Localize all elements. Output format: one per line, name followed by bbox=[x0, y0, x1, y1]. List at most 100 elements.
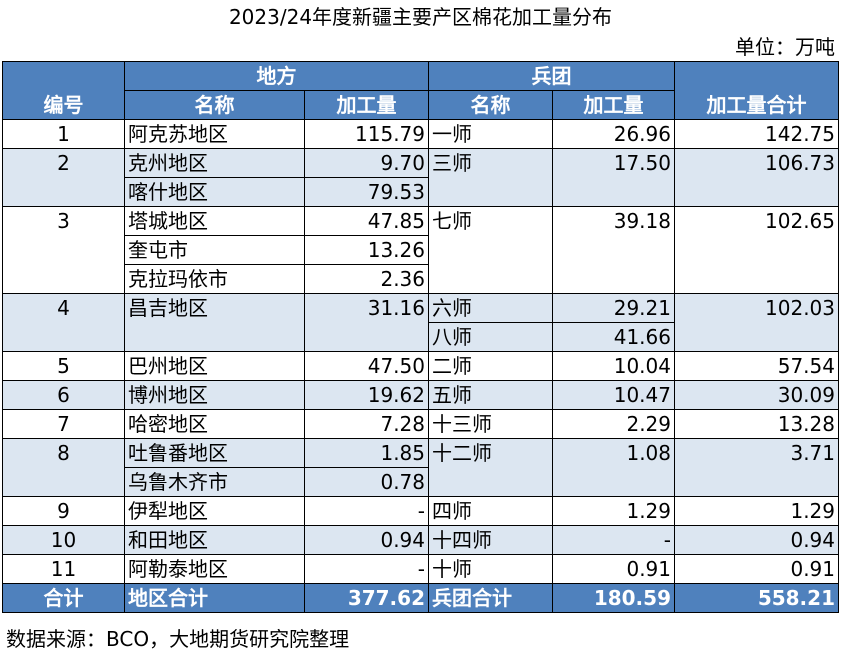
local-amount: 13.26 bbox=[304, 235, 429, 265]
table-row: 9 伊犁地区 - 四师 1.29 1.29 bbox=[2, 496, 839, 526]
table-row: 8 吐鲁番地区 1.85 十二师 1.08 3.71 bbox=[2, 438, 839, 497]
row-total: 57.54 bbox=[674, 351, 839, 381]
row-number: 6 bbox=[2, 380, 125, 410]
local-amount: 0.94 bbox=[304, 525, 429, 555]
source-footnote: 数据来源：BCO，大地期货研究院整理 bbox=[6, 627, 350, 651]
grand-total: 558.21 bbox=[674, 583, 839, 613]
header-no: 编号 bbox=[2, 61, 125, 120]
local-name: 克拉玛依市 bbox=[124, 264, 305, 294]
bt-amount: 10.47 bbox=[552, 380, 675, 410]
row-total: 13.28 bbox=[674, 409, 839, 439]
header-local-amount: 加工量 bbox=[304, 90, 429, 120]
bt-amount: 39.18 bbox=[552, 206, 675, 294]
local-name: 阿克苏地区 bbox=[124, 119, 305, 149]
table-row: 5 巴州地区 47.50 二师 10.04 57.54 bbox=[2, 351, 839, 381]
table-row: 3 塔城地区 47.85 七师 39.18 102.65 bbox=[2, 206, 839, 294]
local-amount: 115.79 bbox=[304, 119, 429, 149]
bt-amount: 0.91 bbox=[552, 554, 675, 584]
row-number: 7 bbox=[2, 409, 125, 439]
bt-name: 十四师 bbox=[428, 525, 553, 555]
bt-name: 三师 bbox=[428, 148, 553, 207]
local-name: 昌吉地区 bbox=[124, 293, 305, 352]
table-title: 2023/24年度新疆主要产区棉花加工量分布 bbox=[228, 5, 613, 29]
bt-total-label: 兵团合计 bbox=[428, 583, 553, 613]
bt-amount: 2.29 bbox=[552, 409, 675, 439]
unit-label: 单位：万吨 bbox=[735, 35, 835, 59]
bt-name: 十三师 bbox=[428, 409, 553, 439]
table-row: 4 昌吉地区 31.16 六师 29.21 102.03 bbox=[2, 293, 839, 352]
table-row: 奎屯市 13.26 bbox=[3, 235, 839, 265]
row-total: 102.03 bbox=[674, 293, 839, 352]
table-row: 1 阿克苏地区 115.79 一师 26.96 142.75 bbox=[2, 119, 839, 149]
row-total: 3.71 bbox=[674, 438, 839, 497]
bt-name: 六师 bbox=[428, 293, 553, 323]
table-row: 11 阿勒泰地区 - 十师 0.91 0.91 bbox=[2, 554, 839, 584]
bt-name: 十二师 bbox=[428, 438, 553, 497]
row-number: 8 bbox=[2, 438, 125, 497]
table-row: 乌鲁木齐市 0.78 bbox=[3, 467, 839, 497]
local-total-label: 地区合计 bbox=[124, 583, 305, 613]
bt-amount: 1.08 bbox=[552, 438, 675, 497]
row-number: 5 bbox=[2, 351, 125, 381]
cotton-processing-table: 编号 地方 兵团 加工量合计 名称 加工量 名称 加工量 1 阿克苏地区 115.7… bbox=[2, 61, 839, 613]
local-amount: 7.28 bbox=[304, 409, 429, 439]
row-total: 0.94 bbox=[674, 525, 839, 555]
bt-amount: 29.21 bbox=[552, 293, 675, 323]
local-amount: 31.16 bbox=[304, 293, 429, 352]
header-total: 加工量合计 bbox=[674, 61, 839, 120]
local-amount: 1.85 bbox=[304, 438, 429, 468]
local-amount: 2.36 bbox=[304, 264, 429, 294]
row-number: 4 bbox=[2, 293, 125, 352]
bt-amount: 26.96 bbox=[552, 119, 675, 149]
table-row: 八师 41.66 bbox=[3, 322, 839, 352]
local-name: 和田地区 bbox=[124, 525, 305, 555]
table-row: 克拉玛依市 2.36 bbox=[3, 264, 839, 294]
local-name: 巴州地区 bbox=[124, 351, 305, 381]
bt-name: 八师 bbox=[428, 322, 553, 352]
bt-name: 五师 bbox=[428, 380, 553, 410]
header-bt-amount: 加工量 bbox=[552, 90, 675, 120]
local-name: 哈密地区 bbox=[124, 409, 305, 439]
row-number: 3 bbox=[2, 206, 125, 294]
header-bt-name: 名称 bbox=[428, 90, 553, 120]
local-name: 乌鲁木齐市 bbox=[124, 467, 305, 497]
local-amount: 9.70 bbox=[304, 148, 429, 178]
header-local: 地方 bbox=[124, 61, 429, 91]
bt-name: 二师 bbox=[428, 351, 553, 381]
local-total-amount: 377.62 bbox=[304, 583, 429, 613]
local-name: 博州地区 bbox=[124, 380, 305, 410]
table-body: 1 阿克苏地区 115.79 一师 26.96 142.75 2 克州地区 9.70 三师 17.5… bbox=[2, 119, 839, 584]
local-amount: - bbox=[304, 554, 429, 584]
bt-name: 一师 bbox=[428, 119, 553, 149]
local-name: 奎屯市 bbox=[124, 235, 305, 265]
table-row: 喀什地区 79.53 bbox=[3, 177, 839, 207]
local-name: 伊犁地区 bbox=[124, 496, 305, 526]
bt-name: 十师 bbox=[428, 554, 553, 584]
table-row: 10 和田地区 0.94 十四师 -0.94 bbox=[2, 525, 839, 555]
local-amount: 47.50 bbox=[304, 351, 429, 381]
table-row: 7 哈密地区 7.28 十三师 2.29 13.28 bbox=[2, 409, 839, 439]
table-row: 2 克州地区 9.70 三师 17.50 106.73 bbox=[2, 148, 839, 207]
header-bingtuan: 兵团 bbox=[428, 61, 675, 91]
header-local-name: 名称 bbox=[124, 90, 305, 120]
row-number: 1 bbox=[2, 119, 125, 149]
row-total: 1.29 bbox=[674, 496, 839, 526]
table-row: 6 博州地区 19.62 五师 10.47 30.09 bbox=[2, 380, 839, 410]
local-amount: - bbox=[304, 496, 429, 526]
local-name: 塔城地区 bbox=[124, 206, 305, 236]
row-number: 10 bbox=[2, 525, 125, 555]
local-amount: 47.85 bbox=[304, 206, 429, 236]
local-amount: 19.62 bbox=[304, 380, 429, 410]
bt-name: 四师 bbox=[428, 496, 553, 526]
bt-name: 七师 bbox=[428, 206, 553, 294]
bt-amount: 10.04 bbox=[552, 351, 675, 381]
bt-total-amount: 180.59 bbox=[552, 583, 675, 613]
row-total: 102.65 bbox=[674, 206, 839, 294]
totals-label: 合计 bbox=[2, 583, 125, 613]
local-name: 阿勒泰地区 bbox=[124, 554, 305, 584]
row-total: 142.75 bbox=[674, 119, 839, 149]
row-total: 30.09 bbox=[674, 380, 839, 410]
row-number: 2 bbox=[2, 148, 125, 207]
row-number: 9 bbox=[2, 496, 125, 526]
local-name: 喀什地区 bbox=[124, 177, 305, 207]
